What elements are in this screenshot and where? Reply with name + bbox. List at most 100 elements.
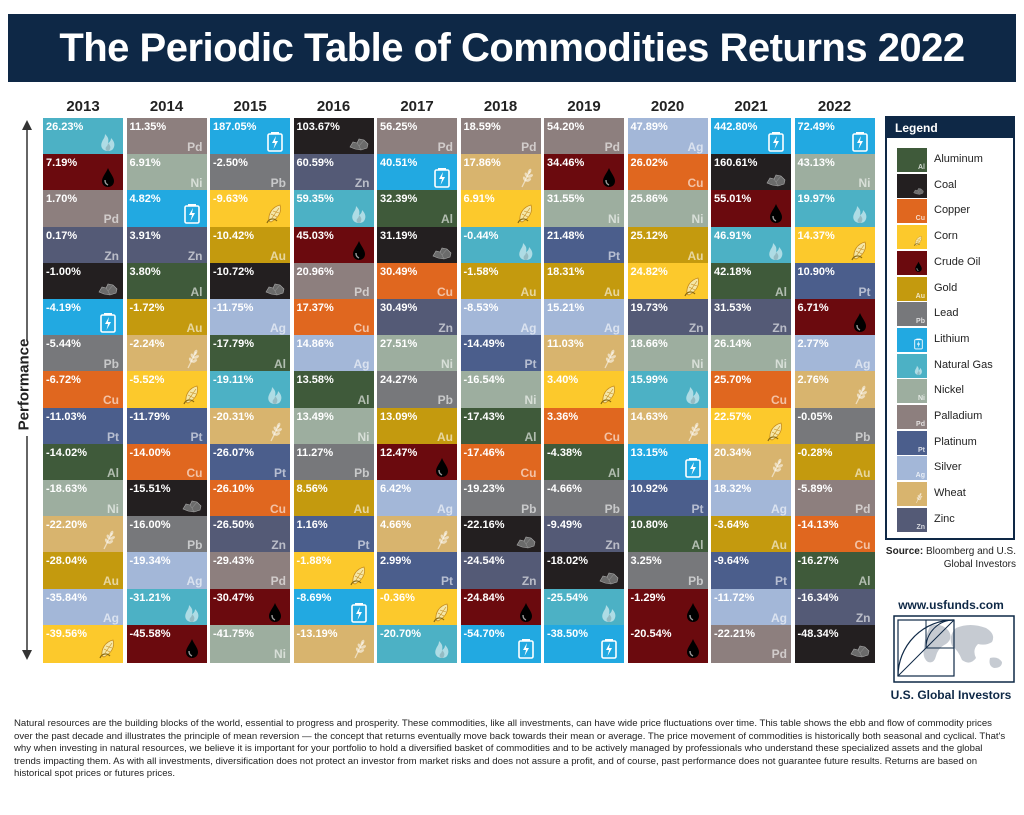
commodity-cell: 13.49% Ni (293, 407, 374, 446)
commodity-cell: 32.39% Al (377, 190, 457, 229)
element-symbol: Pt (691, 502, 704, 516)
commodity-cell: 31.53% Zn (711, 299, 791, 337)
commodity-cell: 17.86% (460, 154, 541, 193)
website-link[interactable]: www.usfunds.com (898, 598, 1004, 612)
element-symbol: Ni (441, 357, 453, 372)
wheat-icon (270, 422, 283, 441)
element-symbol: Zn (688, 321, 704, 335)
element-symbol: Al (107, 465, 119, 480)
return-value: 13.15% (630, 446, 668, 459)
commodity-cell: 3.91% Zn (126, 226, 207, 265)
return-value: -35.84% (46, 591, 87, 604)
commodity-cell: -11.75% Ag (210, 299, 290, 337)
flame-icon (101, 134, 115, 151)
commodity-cell: 11.27% Pb (293, 443, 374, 482)
corn-icon (600, 385, 615, 405)
element-symbol: Au (353, 502, 370, 516)
return-value: -31.21% (129, 591, 171, 604)
element-symbol: Ag (771, 502, 787, 516)
element-symbol: Pt (190, 429, 203, 444)
return-value: 59.35% (296, 193, 334, 206)
legend-label: Zinc (934, 512, 955, 525)
legend-swatch: Au (897, 276, 927, 301)
commodity-cell: 45.03% (293, 226, 374, 265)
return-value: 13.49% (296, 410, 334, 423)
commodity-cell: -14.00% Cu (126, 443, 207, 482)
commodity-cell: 19.73% Zn (627, 299, 708, 337)
return-value: -26.10% (213, 483, 254, 495)
commodity-cell: -19.11% (210, 371, 290, 410)
return-value: 10.90% (797, 265, 835, 278)
return-value: 6.91% (463, 193, 495, 206)
element-symbol: Cu (437, 284, 453, 299)
corn-icon (850, 241, 866, 260)
return-value: -1.88% (296, 555, 332, 568)
element-symbol: Pd (771, 646, 787, 661)
legend-item: Crude Oil (897, 250, 1013, 275)
commodity-cell: -13.19% (293, 624, 374, 663)
commodity-cell: -4.66% Pb (544, 480, 624, 518)
source-label: Source: (885, 546, 924, 557)
commodity-cell: -17.46% Cu (460, 443, 541, 482)
commodity-cell: -9.63% (210, 190, 290, 229)
commodity-cell: -8.53% Ag (460, 299, 541, 337)
oil-drop-icon (770, 204, 782, 224)
element-symbol: Pb (354, 465, 370, 480)
element-symbol: Cu (520, 465, 537, 480)
year-header: 2018 (483, 98, 518, 115)
element-symbol: Pb (521, 502, 537, 516)
commodity-cell: -24.84% (460, 588, 541, 627)
commodity-cell: -2.50% Pb (210, 154, 290, 193)
battery-icon (914, 338, 923, 350)
return-value: -29.43% (213, 555, 254, 568)
return-value: -39.56% (46, 627, 87, 640)
return-value: 25.70% (714, 374, 752, 387)
return-value: -11.03% (46, 410, 87, 423)
return-value: 3.80% (129, 265, 161, 278)
commodity-cell: -15.51% (126, 480, 207, 518)
commodity-cell: -9.49% Zn (544, 516, 624, 555)
return-value: -19.23% (463, 483, 505, 495)
return-value: -5.52% (129, 374, 165, 387)
element-symbol: Pt (357, 538, 370, 553)
commodity-cell: 13.58% Al (293, 371, 374, 410)
commodity-cell: 6.71% (794, 299, 875, 337)
legend-label: Wheat (934, 487, 966, 500)
return-value: -19.11% (213, 374, 254, 387)
commodity-cell: -26.50% Zn (210, 516, 290, 555)
commodity-cell: 8.56% Au (293, 480, 374, 518)
legend-item: Zn Zinc (897, 507, 1013, 532)
commodity-cell: 6.91% (460, 190, 541, 229)
return-value: 19.97% (797, 193, 835, 206)
commodity-cell: -29.43% Pd (210, 552, 290, 591)
commodity-cell: 72.49% (794, 118, 875, 156)
return-value: 43.13% (797, 157, 835, 170)
element-symbol: Pb (103, 357, 119, 372)
wheat-icon (186, 349, 199, 369)
return-value: 40.51% (380, 157, 418, 170)
return-value: -9.49% (547, 519, 582, 532)
commodity-cell: 18.59% Pd (460, 118, 541, 156)
commodity-cell: 26.02% Cu (627, 154, 708, 193)
commodity-cell: 54.20% Pd (544, 118, 624, 156)
element-symbol: Pd (437, 140, 453, 154)
oil-drop-icon (686, 638, 699, 658)
element-symbol: Cu (186, 465, 203, 480)
commodity-cell: -1.29% (627, 588, 708, 627)
element-symbol: Al (691, 538, 704, 553)
legend-symbol: Ni (918, 395, 925, 403)
return-value: 2.76% (797, 374, 829, 387)
commodity-cell: 19.97% (794, 190, 875, 229)
return-value: -17.43% (463, 410, 505, 423)
oil-drop-icon (436, 457, 448, 477)
return-value: 32.39% (380, 193, 418, 206)
return-value: -26.07% (213, 446, 254, 459)
element-symbol: Ag (771, 610, 787, 625)
wheat-icon (520, 168, 533, 188)
element-symbol: Al (608, 465, 620, 480)
return-value: 26.23% (46, 121, 84, 133)
commodity-cell: 14.37% (794, 226, 875, 265)
element-symbol: Pb (270, 176, 286, 191)
element-symbol: Au (520, 284, 537, 299)
corn-icon (683, 277, 699, 297)
